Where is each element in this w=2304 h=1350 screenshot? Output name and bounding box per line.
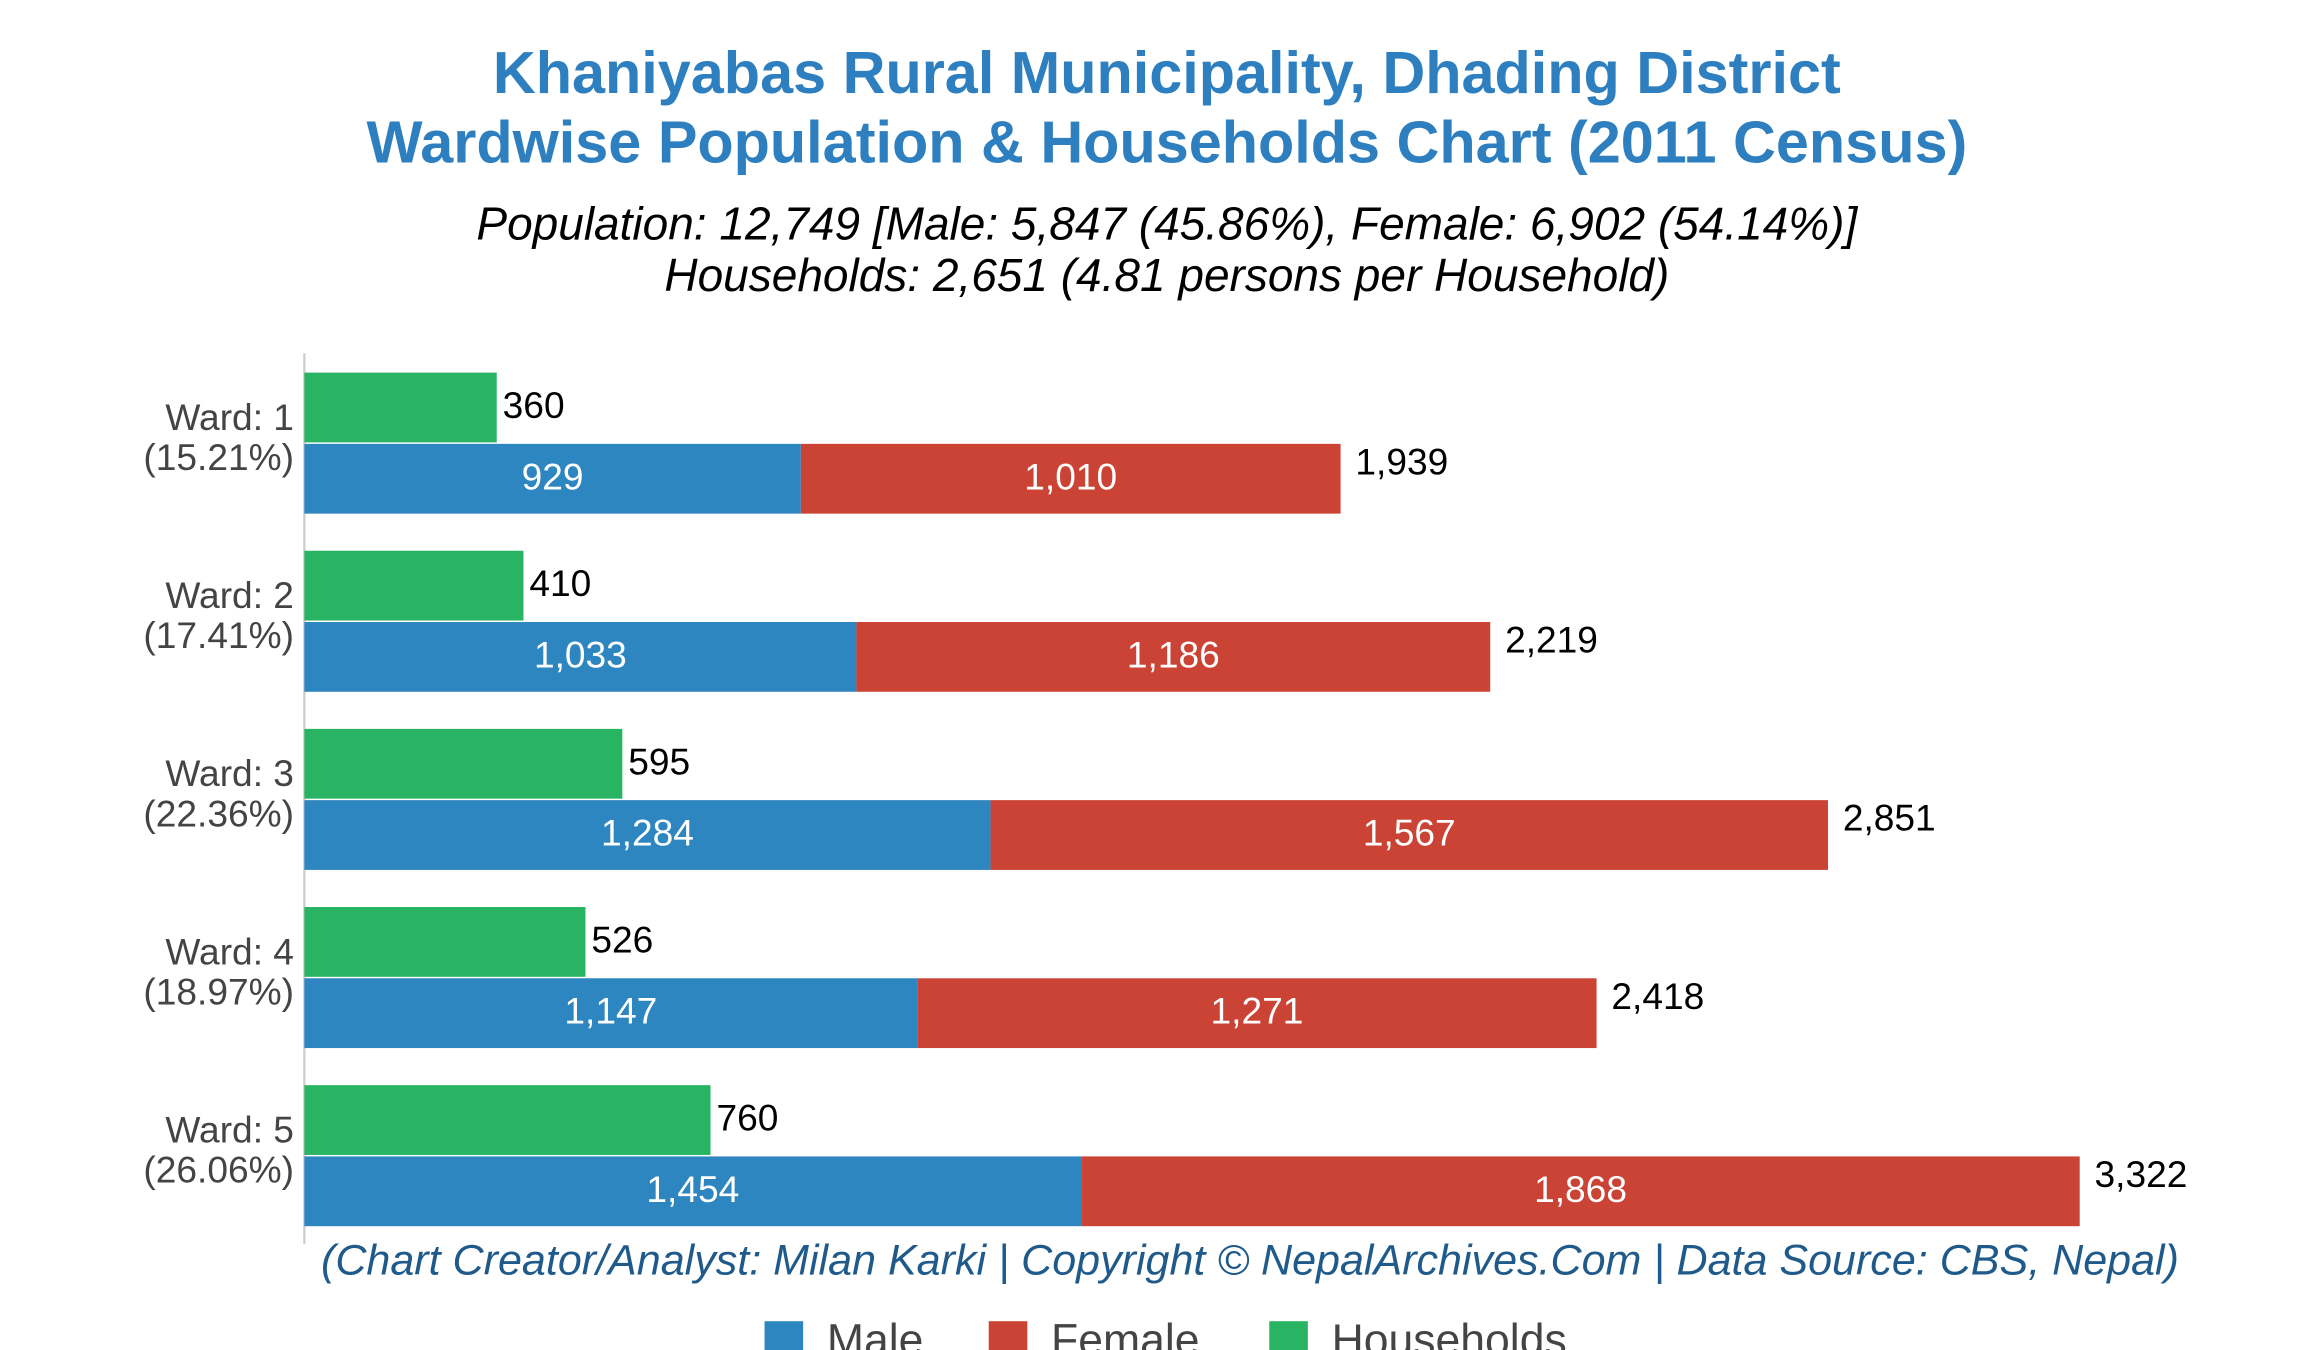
data-label: 1,147 [564,990,657,1032]
population-bar [990,800,1828,870]
total-label: 3,322 [2095,1153,2188,1195]
data-label: 760 [716,1097,778,1139]
total-label: 2,418 [1611,975,1704,1017]
households-bar [304,1085,711,1155]
data-label: 360 [503,384,565,426]
households-bar [304,907,586,977]
legend-swatch [764,1321,804,1350]
y-tick-label: (18.97%) [143,970,294,1012]
legend-label: Male [827,1316,923,1350]
y-tick-label: Ward: 2 [165,574,294,616]
population-bar [304,443,801,514]
y-tick-label: Ward: 3 [165,752,294,794]
total-label: 2,851 [1843,797,1936,839]
legend-label: Female [1051,1316,1199,1350]
legend-swatch [1269,1321,1308,1350]
data-label: 1,271 [1211,990,1304,1032]
y-tick-label: (15.21%) [143,436,294,478]
data-label: 1,567 [1363,812,1456,854]
footer: (Chart Creator/Analyst: Milan Karki | Co… [321,1237,2179,1285]
population-bar [304,1156,1082,1227]
data-label: 410 [529,562,591,604]
y-tick-label: Ward: 4 [165,930,294,972]
population-bar [800,443,1341,514]
data-label: 595 [628,740,690,782]
legend-label: Households [1332,1316,1567,1350]
population-bar [917,978,1597,1049]
population-bar [304,978,918,1049]
households-bar [304,372,497,443]
households-bar [304,550,524,621]
total-label: 1,939 [1355,440,1448,482]
households-bar [304,728,623,799]
population-bar [304,622,857,692]
population-bar [856,622,1491,692]
chart-subtitle: Households: 2,651 (4.81 persons per Hous… [664,249,1669,301]
chart-subtitle: Population: 12,749 [Male: 5,847 (45.86%)… [476,197,1858,249]
data-label: 526 [591,918,653,960]
y-tick-label: (22.36%) [143,792,294,834]
legend-swatch [988,1321,1028,1350]
chart-title: Wardwise Population & Households Chart (… [366,109,1967,176]
data-label: 1,284 [601,812,694,854]
population-bar [1081,1156,2080,1227]
data-label: 1,010 [1024,455,1117,497]
total-label: 2,219 [1505,619,1598,661]
data-label: 1,454 [646,1168,739,1210]
y-tick-label: (17.41%) [143,614,294,656]
data-label: 929 [522,455,584,497]
y-tick-label: Ward: 1 [165,396,294,438]
data-label: 1,186 [1127,633,1220,675]
y-tick-label: Ward: 5 [165,1108,294,1150]
data-label: 1,868 [1534,1168,1627,1210]
data-label: 1,033 [534,633,627,675]
y-tick-label: (26.06%) [143,1149,294,1191]
population-bar [304,800,991,870]
chart-title: Khaniyabas Rural Municipality, Dhading D… [493,39,1841,106]
